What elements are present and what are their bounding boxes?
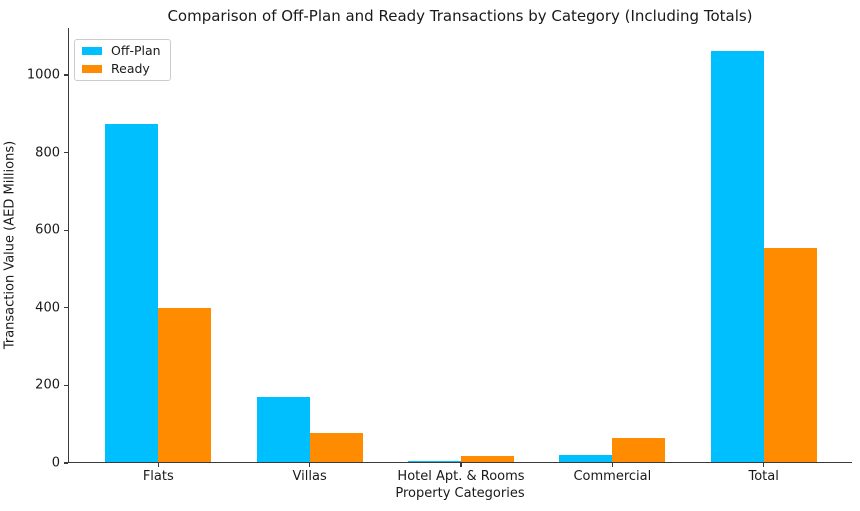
x-tick-mark <box>157 463 159 467</box>
bar-off-plan-flats <box>105 124 159 462</box>
bar-ready-flats <box>158 307 212 462</box>
y-tick-label-400: 400 <box>35 300 60 316</box>
x-axis-label: Property Categories <box>395 486 525 501</box>
x-tick-label-commercial: Commercial <box>573 469 652 484</box>
bar-off-plan-hotel-apt-rooms <box>408 460 461 462</box>
y-tick-label-200: 200 <box>35 377 60 393</box>
y-tick-mark <box>63 384 68 386</box>
y-tick-label-600: 600 <box>35 222 60 238</box>
y-tick-mark <box>63 74 68 76</box>
y-tick-mark <box>63 229 68 231</box>
legend-item-ready: Ready <box>82 60 161 76</box>
ready-legend-label: Ready <box>111 60 150 76</box>
y-tick-mark <box>63 462 68 464</box>
x-tick-mark <box>309 463 311 467</box>
bar-off-plan-total <box>710 50 764 462</box>
bar-ready-hotel-apt-rooms <box>461 455 514 462</box>
plot-area: Off-Plan Ready 0 200 400 600 800 1000 Flats Vil… <box>27 28 852 484</box>
y-axis-label: Transaction Value (AED Millions) <box>2 140 18 350</box>
y-tick-label-0: 0 <box>51 455 60 471</box>
x-tick-label-hotel-apt-rooms: Hotel Apt. & Rooms <box>397 469 525 484</box>
y-tick-label-800: 800 <box>35 145 60 161</box>
legend: Off-Plan Ready <box>74 39 171 81</box>
y-tick-mark <box>63 151 68 154</box>
x-tick-label-flats: Flats <box>142 469 174 484</box>
bar-ready-villas <box>309 432 363 462</box>
bar-off-plan-commercial <box>559 454 613 462</box>
y-tick-mark <box>63 307 68 309</box>
bar-ready-commercial <box>612 437 666 462</box>
bar-ready-total <box>763 247 817 462</box>
y-tick-label-1000: 1000 <box>26 67 60 83</box>
x-tick-label-total: Total <box>748 469 779 484</box>
chart-title: Comparison of Off-Plan and Ready Transac… <box>167 7 753 25</box>
off-plan-legend-label: Off-Plan <box>111 43 161 58</box>
ready-swatch <box>82 64 102 73</box>
x-tick-label-villas: Villas <box>292 469 327 484</box>
off-plan-swatch <box>82 47 102 56</box>
x-tick-mark <box>763 463 765 467</box>
x-tick-mark <box>611 463 613 467</box>
legend-item-off-plan: Off-Plan <box>82 43 161 58</box>
bar-off-plan-villas <box>256 396 310 462</box>
x-tick-mark <box>460 463 462 467</box>
